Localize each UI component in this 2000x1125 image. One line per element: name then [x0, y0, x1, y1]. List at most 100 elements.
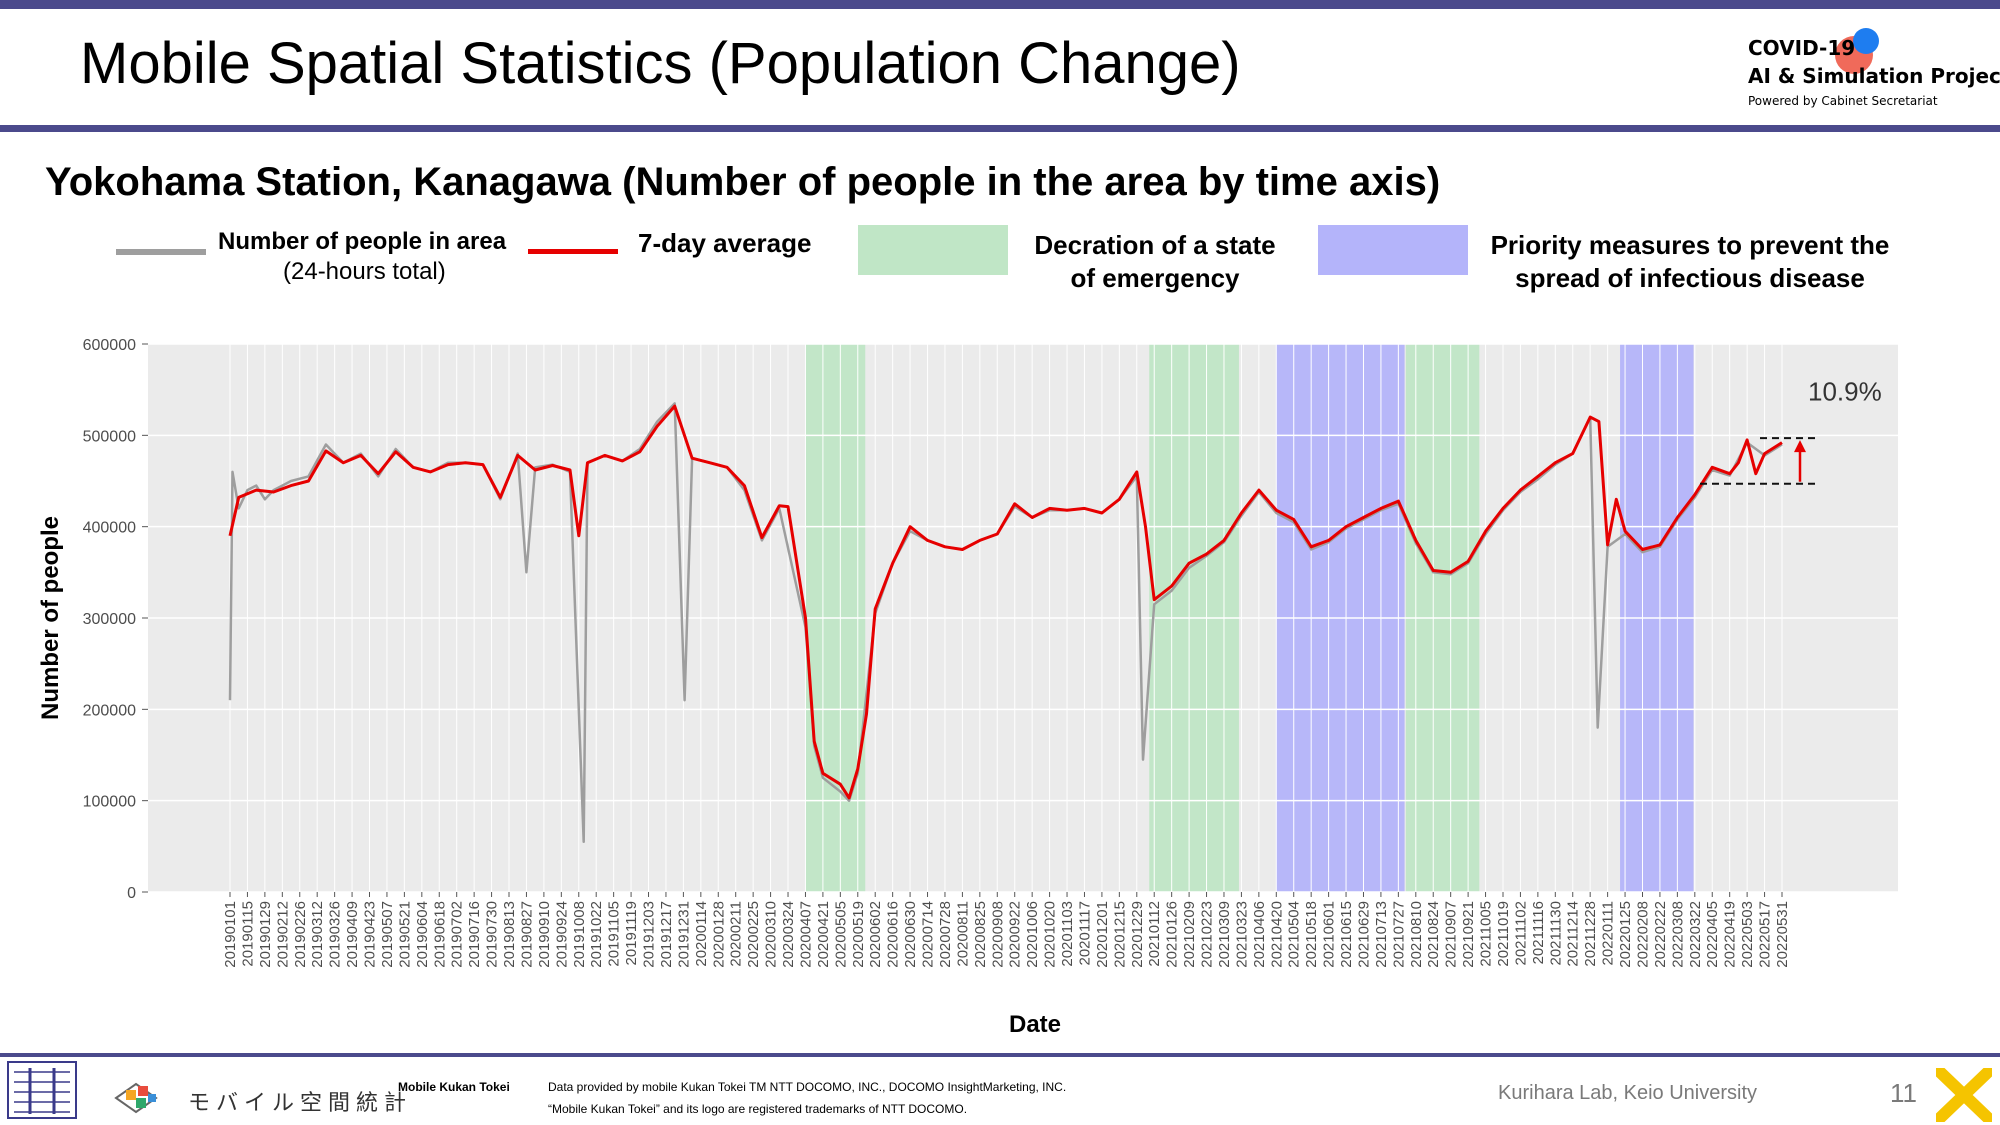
annotation-label: 10.9% — [1808, 377, 1882, 407]
page-title: Mobile Spatial Statistics (Population Ch… — [80, 31, 1241, 96]
legend-raw-label: Number of people in area — [218, 228, 507, 255]
x-tick-label: 20210727 — [1390, 901, 1407, 968]
logo-line2: AI & Simulation Project — [1748, 64, 2000, 88]
x-tick-label: 20190226 — [292, 901, 309, 968]
x-tick-label: 20211005 — [1478, 901, 1495, 967]
x-tick-label: 20210615 — [1338, 901, 1355, 968]
x-tick-label: 20210323 — [1233, 901, 1250, 968]
x-tick-label: 20190409 — [344, 901, 361, 968]
x-tick-label: 20210810 — [1408, 901, 1425, 968]
footer-provider-line1: Data provided by mobile Kukan Tokei TM N… — [548, 1080, 1067, 1094]
x-tick-label: 20190101 — [222, 901, 239, 968]
y-tick-label: 600000 — [83, 337, 136, 354]
x-tick-label: 20210629 — [1355, 901, 1372, 968]
x-tick-label: 20220125 — [1617, 901, 1634, 968]
y-tick-label: 0 — [127, 885, 136, 902]
x-tick-label: 20210907 — [1443, 901, 1460, 968]
x-tick-label: 20210209 — [1181, 901, 1198, 968]
x-tick-label: 20211130 — [1547, 901, 1564, 966]
x-tick-label: 20191022 — [588, 901, 605, 968]
x-tick-label: 20210309 — [1216, 901, 1233, 968]
university-crest-icon — [7, 1061, 77, 1119]
x-tick-label: 20191217 — [658, 901, 675, 968]
x-tick-label: 20210420 — [1268, 901, 1285, 968]
x-tick-label: 20210518 — [1303, 901, 1320, 968]
x-tick-label: 20191119 — [623, 901, 640, 966]
x-tick-label: 20190521 — [396, 901, 413, 968]
x-tick-label: 20210504 — [1286, 901, 1303, 968]
footer-divider-bar — [0, 1053, 2000, 1057]
legend-avg-label: 7-day average — [638, 228, 812, 258]
x-tick-label: 20200128 — [710, 901, 727, 968]
x-tick-label: 20220322 — [1687, 901, 1704, 968]
x-tick-label: 20210921 — [1460, 901, 1477, 968]
x-tick-label: 20200519 — [850, 901, 867, 968]
x-mark-logo-icon — [1936, 1068, 1992, 1122]
x-tick-label: 20190423 — [362, 901, 379, 968]
seven-day-average-line — [228, 404, 1783, 800]
x-tick-label: 20190910 — [536, 901, 553, 968]
x-tick-label: 20190716 — [466, 901, 483, 968]
y-tick-label: 400000 — [83, 520, 136, 537]
footer-provider-line2: “Mobile Kukan Tokei” and its logo are re… — [548, 1102, 968, 1116]
x-tick-label: 20200211 — [728, 901, 745, 967]
x-tick-label: 20190212 — [274, 901, 291, 968]
covid-project-logo: COVID-19 AI & Simulation Project Powered… — [1745, 28, 2000, 118]
x-tick-label: 20210112 — [1146, 901, 1163, 967]
x-tick-label: 20200811 — [954, 901, 971, 967]
x-tick-label: 20190702 — [449, 901, 466, 968]
footer-lab-name: Kurihara Lab, Keio University — [1498, 1082, 1758, 1104]
x-tick-label: 20200114 — [693, 901, 710, 967]
x-tick-label: 20210406 — [1251, 901, 1268, 968]
y-tick-label: 200000 — [83, 702, 136, 719]
x-tick-label: 20211102 — [1512, 901, 1529, 966]
x-tick-label: 20211228 — [1582, 901, 1599, 967]
x-tick-label: 20210601 — [1321, 901, 1338, 968]
y-tick-label: 300000 — [83, 611, 136, 628]
x-tick-label: 20190618 — [431, 901, 448, 968]
logo-line1: COVID-19 — [1748, 36, 1856, 60]
x-tick-label: 20201229 — [1129, 901, 1146, 968]
x-tick-label: 20210824 — [1425, 901, 1442, 968]
page-number: 11 — [1890, 1078, 1917, 1108]
x-tick-label: 20191231 — [675, 901, 692, 968]
logo-blue-dot — [1853, 28, 1879, 54]
x-tick-label: 20200616 — [885, 901, 902, 968]
x-tick-label: 20200505 — [832, 901, 849, 968]
legend-emergency-label: Decration of a state of emergency — [1034, 230, 1276, 293]
x-tick-label: 20220419 — [1722, 901, 1739, 968]
x-tick-label: 20190129 — [257, 901, 274, 968]
annotation-arrow-head — [1794, 440, 1806, 453]
x-tick-label: 20200714 — [920, 901, 937, 968]
top-accent-bar — [0, 0, 2000, 9]
x-tick-label: 20201006 — [1024, 901, 1041, 968]
x-tick-label: 20201117 — [1076, 901, 1093, 966]
x-tick-label: 20211019 — [1495, 901, 1512, 967]
x-tick-label: 20220222 — [1652, 901, 1669, 968]
y-axis-label: Number of people — [37, 516, 64, 720]
x-tick-label: 20200630 — [902, 901, 919, 968]
legend-raw-sublabel: (24-hours total) — [283, 258, 446, 285]
x-tick-label: 20201020 — [1042, 901, 1059, 968]
x-tick-label: 20220405 — [1704, 901, 1721, 968]
legend-priority-swatch — [1318, 225, 1468, 275]
x-tick-label: 20200225 — [745, 901, 762, 968]
x-tick-label: 20190507 — [379, 901, 396, 968]
header-divider-bar — [0, 125, 2000, 132]
x-tick-label: 20201201 — [1094, 901, 1111, 968]
y-tick-label: 500000 — [83, 428, 136, 445]
x-tick-label: 20200421 — [815, 901, 832, 968]
footer-logo-text: モバイル空間統計 — [188, 1091, 413, 1116]
x-tick-label: 20200602 — [867, 901, 884, 968]
x-tick-label: 20201215 — [1111, 901, 1128, 968]
x-tick-label: 20210126 — [1164, 901, 1181, 968]
y-tick-label: 100000 — [83, 794, 136, 811]
x-tick-label: 20190924 — [553, 901, 570, 968]
x-tick-label: 20210223 — [1199, 901, 1216, 968]
x-tick-label: 20190115 — [239, 901, 256, 967]
x-tick-label: 20191105 — [606, 901, 623, 967]
x-tick-label: 20220531 — [1774, 901, 1791, 968]
x-axis-label: Date — [1009, 1011, 1061, 1038]
x-tick-label: 20211116 — [1530, 901, 1547, 964]
x-tick-label: 20200310 — [763, 901, 780, 968]
